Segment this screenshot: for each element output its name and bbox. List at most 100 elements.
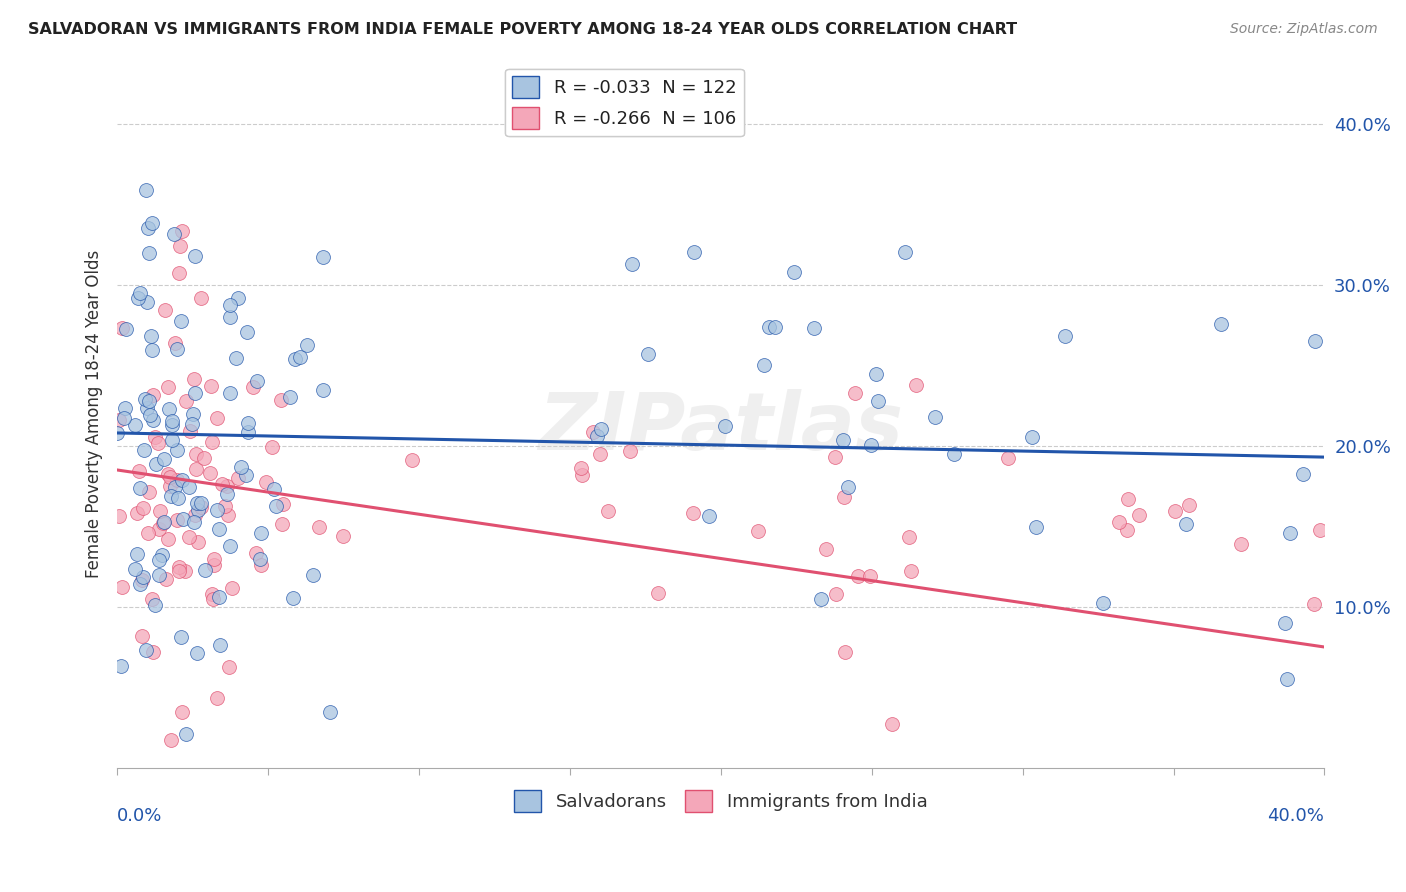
Point [905,378,928,392]
Point [1025,520,1047,534]
Point [166,443,188,458]
Point [589,447,612,461]
Point [194,563,217,577]
Point [142,388,165,402]
Point [1116,492,1139,507]
Point [190,291,212,305]
Point [141,343,163,358]
Point [1211,317,1233,331]
Point [132,501,155,516]
Point [183,515,205,529]
Point [271,497,294,511]
Point [235,467,257,482]
Point [571,467,593,482]
Point [837,480,859,494]
Point [136,294,159,309]
Y-axis label: Female Poverty Among 18-24 Year Olds: Female Poverty Among 18-24 Year Olds [86,250,103,578]
Point [250,525,273,540]
Point [105,426,128,441]
Point [1275,672,1298,686]
Point [215,479,238,493]
Point [142,412,165,426]
Point [149,503,172,517]
Point [200,378,222,392]
Point [284,351,307,366]
Point [803,321,825,335]
Text: 40.0%: 40.0% [1268,806,1324,824]
Point [201,434,224,449]
Point [301,568,323,582]
Point [135,642,157,657]
Point [167,559,190,574]
Point [262,441,284,455]
Point [1230,537,1253,551]
Point [143,430,166,444]
Point [217,487,239,501]
Point [186,646,208,660]
Point [165,336,187,351]
Point [146,435,169,450]
Point [148,567,170,582]
Point [295,338,318,352]
Point [1128,508,1150,522]
Point [834,644,856,658]
Point [647,586,669,600]
Point [157,380,180,394]
Point [142,645,165,659]
Point [148,522,170,536]
Point [824,450,846,465]
Point [1108,515,1130,529]
Point [157,532,180,546]
Point [221,581,243,595]
Point [170,705,193,719]
Point [208,590,231,604]
Point [205,411,228,425]
Point [152,516,174,530]
Point [217,508,239,523]
Point [246,375,269,389]
Point [187,503,209,517]
Point [834,490,856,504]
Point [114,401,136,416]
Point [281,591,304,606]
Text: Source: ZipAtlas.com: Source: ZipAtlas.com [1230,22,1378,37]
Point [160,418,183,433]
Point [179,424,201,438]
Point [900,564,922,578]
Point [145,457,167,471]
Point [1174,517,1197,532]
Point [201,591,224,606]
Point [131,629,153,643]
Point [1303,597,1326,611]
Point [1092,595,1115,609]
Point [150,548,173,562]
Point [108,508,131,523]
Point [880,716,903,731]
Point [312,250,335,264]
Point [128,577,150,591]
Point [124,561,146,575]
Point [131,573,153,587]
Point [943,447,966,461]
Point [637,347,659,361]
Point [824,587,846,601]
Point [174,564,197,578]
Point [569,460,592,475]
Point [682,507,704,521]
Point [169,239,191,253]
Point [184,461,207,475]
Point [183,249,205,263]
Point [160,414,183,428]
Point [319,706,342,720]
Point [128,481,150,495]
Point [209,639,232,653]
Point [619,443,641,458]
Point [115,322,138,336]
Point [581,425,603,439]
Point [179,530,201,544]
Point [167,267,190,281]
Point [166,513,188,527]
Text: 0.0%: 0.0% [117,806,163,824]
Point [226,291,249,305]
Point [218,539,240,553]
